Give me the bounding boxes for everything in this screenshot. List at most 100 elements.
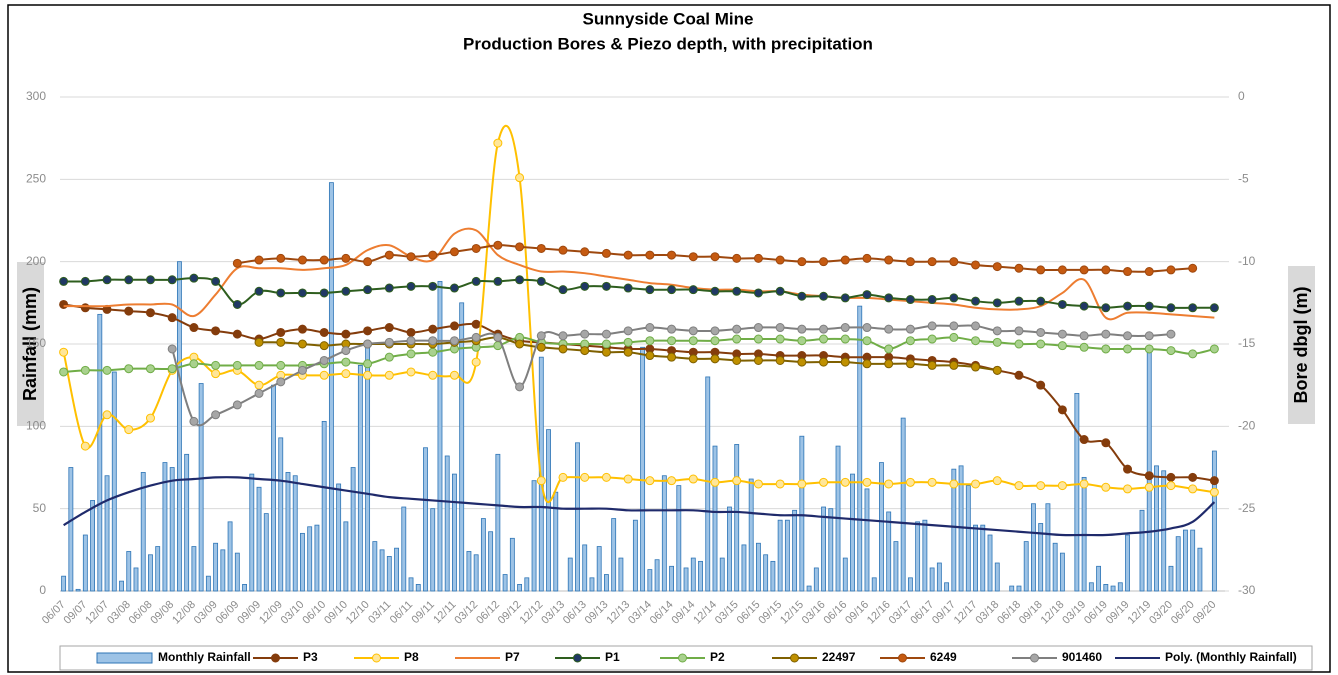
bar (394, 547, 399, 592)
series-marker (1188, 303, 1198, 313)
bar (1016, 585, 1022, 592)
series-marker (623, 326, 633, 336)
bar (198, 383, 204, 592)
series-marker (1188, 484, 1198, 494)
bar (314, 524, 320, 592)
series-marker (949, 479, 959, 489)
series-marker (145, 275, 155, 285)
series-marker (341, 369, 351, 379)
series-marker (1123, 301, 1133, 311)
bar (965, 485, 971, 592)
series-marker (102, 275, 112, 285)
series-marker (667, 324, 677, 334)
series-marker (124, 306, 134, 316)
series-marker (645, 476, 655, 486)
bar (415, 584, 421, 592)
bar (755, 542, 761, 592)
series-marker (167, 313, 177, 323)
series-marker (1123, 344, 1133, 354)
bar (1154, 465, 1159, 592)
series-marker (797, 257, 807, 267)
series-marker (145, 364, 155, 374)
bar (842, 557, 848, 592)
bar (140, 472, 146, 592)
series-marker (363, 359, 373, 369)
bar (444, 455, 450, 592)
bar (97, 313, 103, 592)
bar (1110, 585, 1116, 592)
series-marker (645, 323, 655, 333)
bar (1031, 503, 1036, 592)
series-marker (797, 291, 807, 301)
series-marker (862, 253, 872, 263)
series-marker (1144, 331, 1154, 341)
bar (509, 537, 515, 592)
series-marker (840, 477, 850, 487)
bar (191, 546, 197, 592)
bar (980, 524, 986, 592)
legend-label: 22497 (822, 650, 856, 664)
bar (589, 577, 595, 592)
bar (234, 552, 240, 592)
legend-marker (898, 653, 907, 663)
series-marker (1144, 344, 1154, 354)
bar (1074, 392, 1080, 592)
series-marker (601, 248, 611, 258)
bar (249, 473, 255, 592)
series-marker (667, 336, 677, 346)
legend-marker (573, 653, 582, 663)
series-marker (363, 285, 373, 295)
series-marker (167, 344, 177, 354)
bar (321, 420, 327, 592)
bar (437, 281, 443, 592)
series-marker (211, 410, 221, 420)
series-marker (406, 281, 416, 291)
bar (683, 567, 689, 592)
series-marker (80, 303, 90, 313)
bar (929, 567, 935, 592)
series-marker (971, 479, 981, 489)
bar (770, 560, 776, 592)
series-marker (580, 329, 590, 339)
series-marker (1166, 346, 1176, 356)
bar (763, 554, 769, 592)
y2-axis-label: Bore dbgl (m) (1291, 287, 1311, 404)
bar (423, 447, 428, 592)
legend-label: P2 (710, 650, 725, 664)
series-marker (1079, 331, 1089, 341)
series-marker (1101, 329, 1111, 339)
series-marker (905, 295, 915, 305)
series-marker (580, 472, 590, 482)
bar (1139, 509, 1145, 592)
series-marker (949, 360, 959, 370)
bar (669, 565, 674, 592)
series-marker (428, 347, 438, 357)
bar (850, 473, 855, 592)
series-marker (905, 336, 915, 346)
bar (531, 480, 537, 592)
series-marker (753, 288, 763, 298)
series-marker (1036, 327, 1046, 337)
series-marker (363, 370, 373, 380)
series-marker (797, 357, 807, 367)
bar (1096, 565, 1102, 592)
bar (300, 532, 305, 592)
bar (546, 429, 551, 592)
series-marker (819, 257, 829, 267)
y2-label-box (1288, 266, 1315, 424)
series-marker (688, 336, 698, 346)
series-marker (232, 360, 242, 370)
bar (307, 526, 313, 592)
series-marker (536, 243, 546, 253)
series-marker (797, 324, 807, 334)
bar (1052, 542, 1058, 592)
series-marker (384, 250, 394, 260)
legend-label: Monthly Rainfall (158, 650, 251, 664)
bar (343, 521, 349, 592)
legend-marker (678, 653, 687, 663)
series-marker (406, 336, 416, 346)
series-marker (1166, 329, 1176, 339)
series-marker (1014, 263, 1024, 273)
bar (1009, 585, 1015, 592)
series-marker (905, 359, 915, 369)
